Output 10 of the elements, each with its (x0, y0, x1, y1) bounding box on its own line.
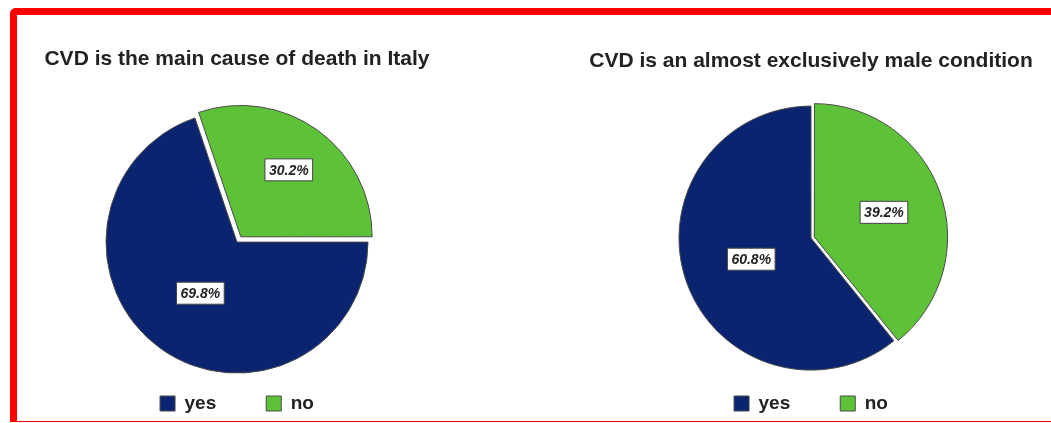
data-label: 69.8% (180, 285, 221, 302)
data-label: 30.2% (268, 161, 310, 178)
chart-title: CVD is an almost exclusively male condition (589, 48, 1033, 72)
legend-label: no (864, 391, 888, 413)
data-label: 60.8% (731, 251, 772, 268)
chart-title: CVD is the main cause of death in Italy (44, 46, 430, 70)
data-label: 39.2% (864, 204, 905, 221)
legend-label: no (290, 391, 314, 413)
legend-label: yes (758, 391, 791, 413)
legend-label: yes (184, 391, 217, 413)
